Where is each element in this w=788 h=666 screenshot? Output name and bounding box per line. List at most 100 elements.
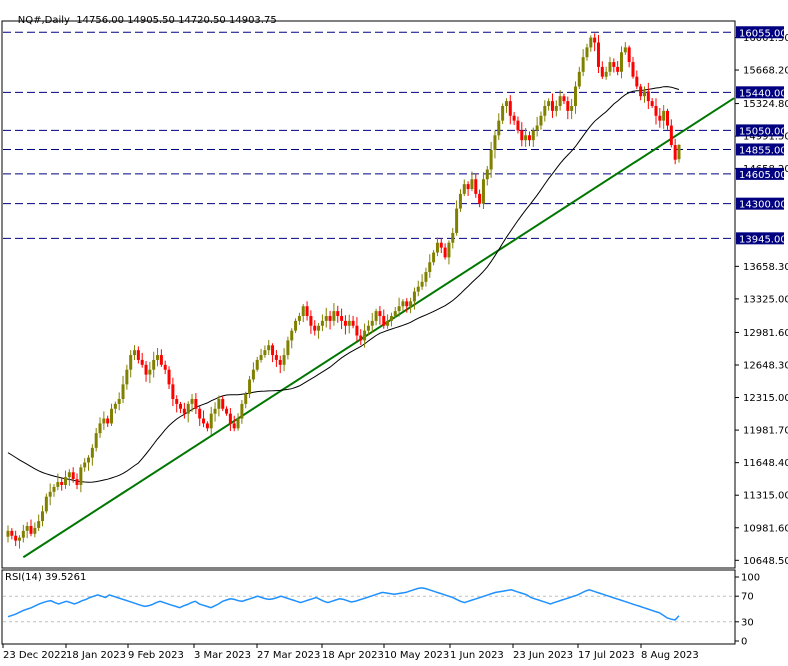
- candle-body: [56, 482, 60, 487]
- candle-body: [190, 399, 194, 404]
- candle-body: [152, 359, 156, 370]
- candle-body: [340, 315, 344, 321]
- level-label: 13945.00: [739, 234, 787, 245]
- level-label: 14300.00: [739, 200, 787, 211]
- candle-body: [121, 384, 125, 400]
- rsi-tick-label: 100: [741, 573, 760, 584]
- price-tick-label: 11981.70: [743, 426, 788, 437]
- candle-body: [627, 47, 631, 63]
- price-tick-label: 11648.40: [743, 458, 788, 469]
- candle-body: [401, 301, 405, 307]
- candle-body: [554, 105, 558, 111]
- time-tick-label: 17 Jul 2023: [578, 650, 635, 661]
- level-label-box: [736, 167, 784, 180]
- candle-body: [106, 418, 110, 424]
- candle-body: [282, 355, 286, 365]
- candle-body: [478, 193, 482, 204]
- candle-body: [6, 530, 10, 537]
- candle-body: [458, 193, 462, 209]
- candle-body: [163, 364, 167, 370]
- candle-body: [558, 96, 562, 106]
- candle-body: [332, 311, 336, 321]
- candle-body: [447, 242, 451, 258]
- candle-body: [21, 530, 25, 538]
- price-tick-label: 10981.60: [743, 523, 788, 534]
- candle-body: [451, 232, 455, 243]
- candles: [6, 33, 681, 549]
- candle-body: [297, 315, 301, 321]
- time-tick-label: 3 Mar 2023: [194, 650, 251, 661]
- candle-body: [244, 394, 248, 404]
- candle-body: [320, 320, 324, 326]
- time-tick-label: 8 Aug 2023: [641, 650, 699, 661]
- candle-body: [543, 105, 547, 116]
- rsi-tick-label: 70: [741, 592, 754, 603]
- candle-body: [573, 86, 577, 106]
- candle-body: [366, 325, 370, 331]
- candle-body: [416, 286, 420, 292]
- candle-body: [547, 101, 551, 106]
- candle-body: [125, 369, 129, 385]
- time-tick-label: 9 Feb 2023: [128, 650, 184, 661]
- candle-body: [133, 350, 137, 356]
- level-labels: 16055.00 15440.00 15050.00 14855.00 14605.00…: [736, 26, 787, 245]
- candle-body: [635, 76, 639, 87]
- candle-body: [110, 408, 114, 424]
- moving-average-line: [7, 86, 680, 483]
- candle-body: [508, 101, 512, 116]
- candle-body: [259, 355, 263, 360]
- candle-body: [474, 179, 478, 194]
- candle-body: [290, 330, 294, 341]
- candle-body: [179, 403, 183, 409]
- price-tick-label: 13325.00: [743, 294, 788, 305]
- candle-body: [64, 477, 68, 485]
- candle-body: [608, 62, 612, 72]
- candle-body: [171, 384, 175, 400]
- candle-body: [455, 208, 459, 233]
- candle-body: [317, 325, 321, 331]
- candle-body: [596, 42, 600, 67]
- rsi-line: [7, 587, 680, 621]
- candle-body: [520, 130, 524, 141]
- candle-body: [263, 350, 267, 356]
- time-tick-label: 18 Apr 2023: [322, 650, 384, 661]
- candle-body: [589, 37, 593, 48]
- candle-body: [79, 467, 83, 485]
- candle-body: [140, 359, 144, 365]
- candle-body: [673, 145, 677, 160]
- candle-body: [44, 496, 48, 512]
- candle-body: [205, 423, 209, 429]
- level-label: 16055.00: [739, 28, 787, 39]
- level-label-box: [736, 143, 784, 156]
- candle-body: [90, 447, 94, 458]
- candle-body: [351, 320, 355, 326]
- candle-body: [581, 57, 585, 72]
- candle-body: [405, 301, 409, 307]
- price-tick-label: 10648.50: [743, 556, 788, 567]
- candle-body: [94, 433, 98, 448]
- candle-body: [41, 511, 45, 522]
- moving-average: [7, 86, 680, 483]
- candle-body: [182, 408, 186, 414]
- candle-body: [493, 135, 497, 150]
- candle-body: [677, 144, 681, 160]
- level-label: 14605.00: [739, 170, 787, 181]
- candle-body: [347, 320, 351, 326]
- candle-body: [274, 355, 278, 360]
- candle-body: [570, 105, 574, 111]
- candle-body: [504, 101, 508, 106]
- candle-body: [562, 96, 566, 102]
- price-tick-label: 12981.60: [743, 328, 788, 339]
- price-tick-label: 12315.00: [743, 393, 788, 404]
- candle-body: [343, 320, 347, 326]
- candle-body: [251, 369, 255, 380]
- candle-body: [412, 291, 416, 302]
- candle-body: [389, 315, 393, 321]
- trendline[interactable]: [22, 97, 735, 559]
- price-tick-label: 15324.80: [743, 99, 788, 110]
- candle-body: [136, 350, 140, 360]
- chart-header: NQ#,Daily 14756.00 14905.50 14720.50 149…: [5, 4, 277, 37]
- candle-body: [71, 472, 75, 480]
- horizontal-levels: [3, 31, 734, 239]
